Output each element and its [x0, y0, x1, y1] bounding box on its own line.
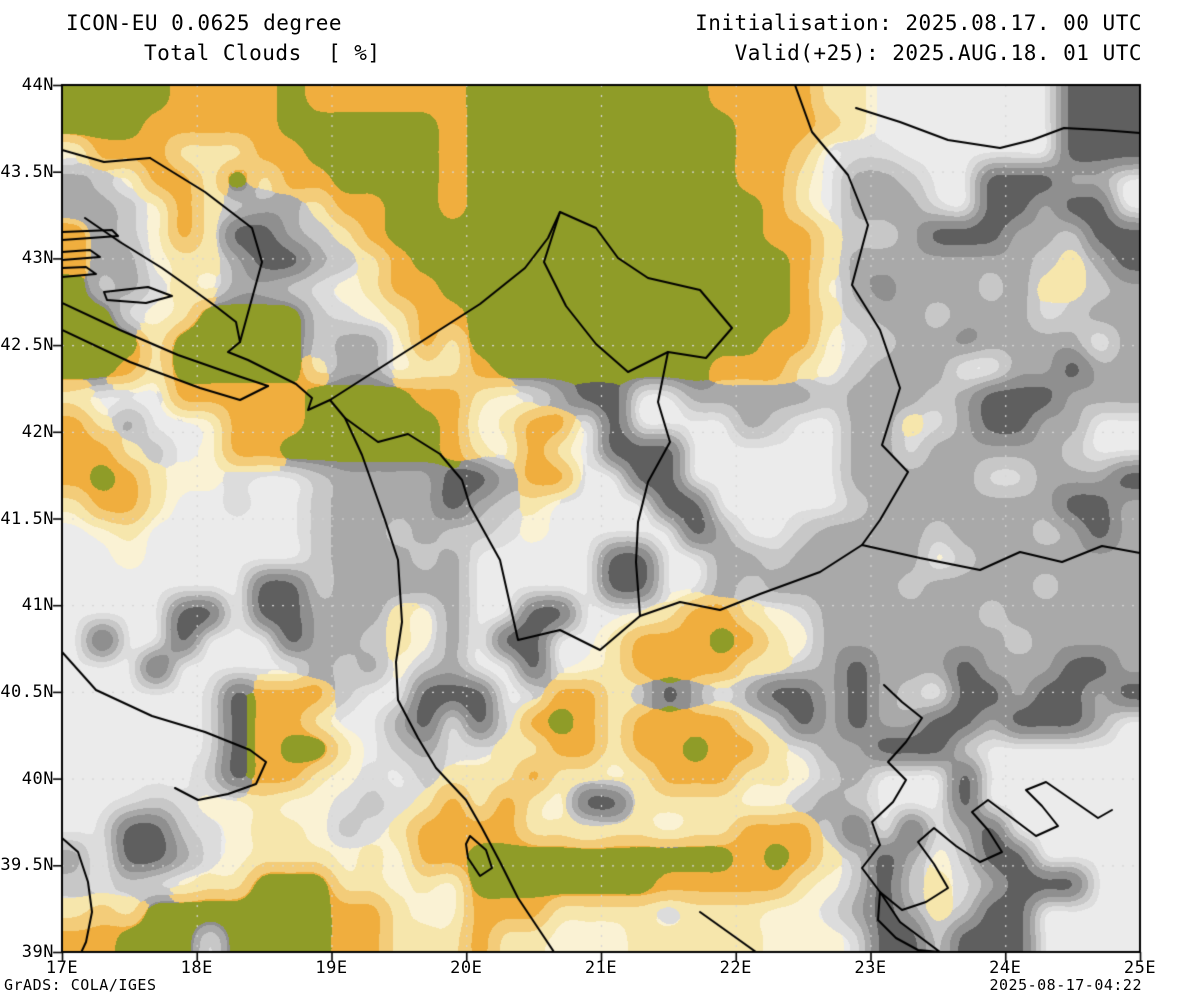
y-tick-label: 40.5N — [0, 681, 54, 702]
y-tick-label: 42.5N — [0, 335, 54, 356]
grads-credit: GrADS: COLA/IGES — [4, 976, 157, 994]
y-tick-label: 39.5N — [0, 855, 54, 876]
y-tick-label: 43.5N — [0, 161, 54, 182]
x-tick-label: 24E — [989, 958, 1022, 978]
y-tick-label: 42N — [21, 421, 54, 442]
x-tick-label: 21E — [584, 958, 618, 978]
init-time: Initialisation: 2025.08.17. 00 UTC — [695, 11, 1142, 35]
field-title: Total Clouds [ %] — [144, 41, 381, 65]
x-tick-label: 23E — [854, 958, 887, 978]
y-tick-label: 39N — [21, 942, 54, 962]
x-tick-label: 20E — [450, 958, 483, 978]
x-tick-label: 25E — [1123, 958, 1157, 978]
y-tick-label: 41.5N — [0, 508, 54, 529]
header-left: ICON-EU 0.0625 degree Total Clouds [ %] — [66, 8, 381, 68]
y-tick-label: 43N — [21, 248, 54, 269]
header-right: Initialisation: 2025.08.17. 00 UTC Valid… — [695, 8, 1142, 68]
x-tick-label: 22E — [719, 958, 752, 978]
model-title: ICON-EU 0.0625 degree — [66, 11, 343, 35]
valid-time: Valid(+25): 2025.AUG.18. 01 UTC — [734, 41, 1142, 65]
y-tick-label: 40N — [21, 768, 54, 789]
y-tick-label: 41N — [21, 595, 54, 616]
x-tick-label: 19E — [315, 958, 348, 978]
x-tick-label: 18E — [180, 958, 213, 978]
x-tick-label: 17E — [45, 958, 79, 978]
y-tick-label: 44N — [21, 75, 54, 95]
creation-timestamp: 2025-08-17-04:22 — [989, 976, 1142, 994]
